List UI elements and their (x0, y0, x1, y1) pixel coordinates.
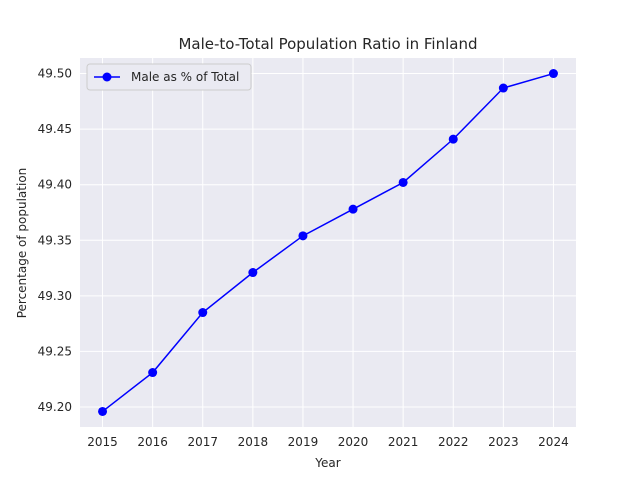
series-layer (98, 69, 558, 416)
legend-label: Male as % of Total (131, 70, 239, 84)
x-axis-ticks: 2015 2016 2017 2018 2019 2020 2021 2022 2023 2024 (87, 435, 568, 449)
x-tick-label: 2021 (388, 435, 419, 449)
x-tick-label: 2016 (137, 435, 168, 449)
x-tick-label: 2017 (187, 435, 218, 449)
x-tick-label: 2018 (238, 435, 269, 449)
y-tick-label: 49.35 (38, 233, 72, 247)
y-tick-label: 49.20 (38, 400, 72, 414)
x-tick-label: 2024 (538, 435, 569, 449)
plot-area (80, 58, 576, 427)
data-point (448, 134, 458, 144)
x-tick-label: 2022 (438, 435, 469, 449)
y-tick-label: 49.25 (38, 344, 72, 358)
data-point (248, 268, 258, 278)
data-point (398, 177, 408, 187)
x-tick-label: 2023 (488, 435, 519, 449)
y-tick-label: 49.45 (38, 122, 72, 136)
legend-marker-swatch (102, 72, 112, 82)
data-point (548, 69, 558, 79)
data-point (198, 308, 208, 318)
x-tick-label: 2015 (87, 435, 118, 449)
x-tick-label: 2020 (338, 435, 369, 449)
x-tick-label: 2019 (288, 435, 319, 449)
data-point (98, 406, 108, 416)
legend-box (86, 63, 252, 91)
y-axis-ticks: 49.20 49.25 49.30 49.35 49.40 49.45 49.50 (38, 67, 72, 414)
data-point (148, 368, 158, 378)
series-line (102, 72, 554, 413)
x-axis-label: Year (314, 456, 340, 470)
data-point (298, 231, 308, 241)
y-tick-label: 49.40 (38, 178, 72, 192)
data-point (348, 204, 358, 214)
grid (80, 58, 576, 427)
y-tick-label: 49.30 (38, 289, 72, 303)
legend: Male as % of Total (86, 63, 252, 91)
y-axis-label: Percentage of population (15, 168, 29, 319)
y-tick-label: 49.50 (38, 67, 72, 81)
chart-title: Male-to-Total Population Ratio in Finlan… (178, 35, 477, 53)
data-point (498, 83, 508, 93)
